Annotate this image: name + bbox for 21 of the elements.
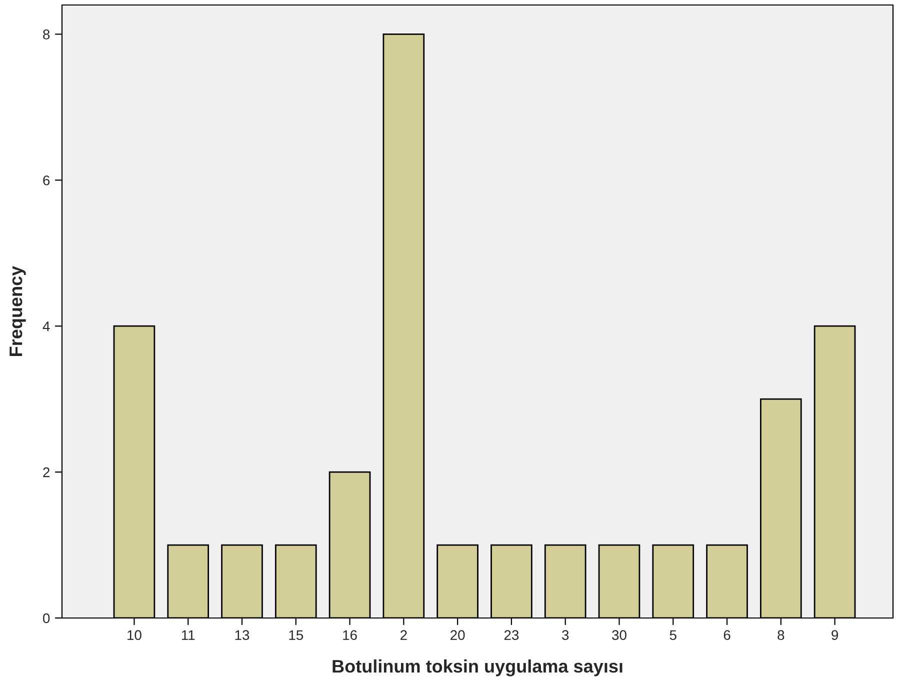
x-tick-label: 9 — [832, 630, 838, 640]
x-tick-label: 20 — [450, 630, 465, 640]
x-tick-label: 15 — [289, 630, 304, 640]
x-tick-label: 5 — [670, 630, 676, 640]
y-tick-label: 6 — [43, 175, 50, 186]
x-tick-label: 13 — [235, 630, 250, 640]
x-tick-label: 2 — [400, 630, 407, 640]
x-tick-label: 10 — [128, 630, 142, 640]
x-tick-label: 23 — [504, 630, 519, 640]
x-axis-title: Botulinum toksin uygulama sayısı — [332, 659, 622, 676]
x-tick-label: 16 — [343, 630, 357, 640]
y-tick-label: 2 — [43, 467, 50, 478]
y-tick-label: 4 — [42, 322, 50, 332]
x-tick-label: 3 — [562, 630, 569, 640]
x-tick-label: 8 — [778, 630, 784, 640]
y-tick-label: 8 — [43, 30, 50, 40]
x-tick-label: 30 — [612, 630, 626, 640]
x-tick-label: 11 — [182, 630, 195, 640]
x-tick-label: 6 — [724, 630, 730, 640]
y-axis-title: Frequency — [10, 266, 26, 356]
y-tick-label: 0 — [43, 613, 50, 624]
